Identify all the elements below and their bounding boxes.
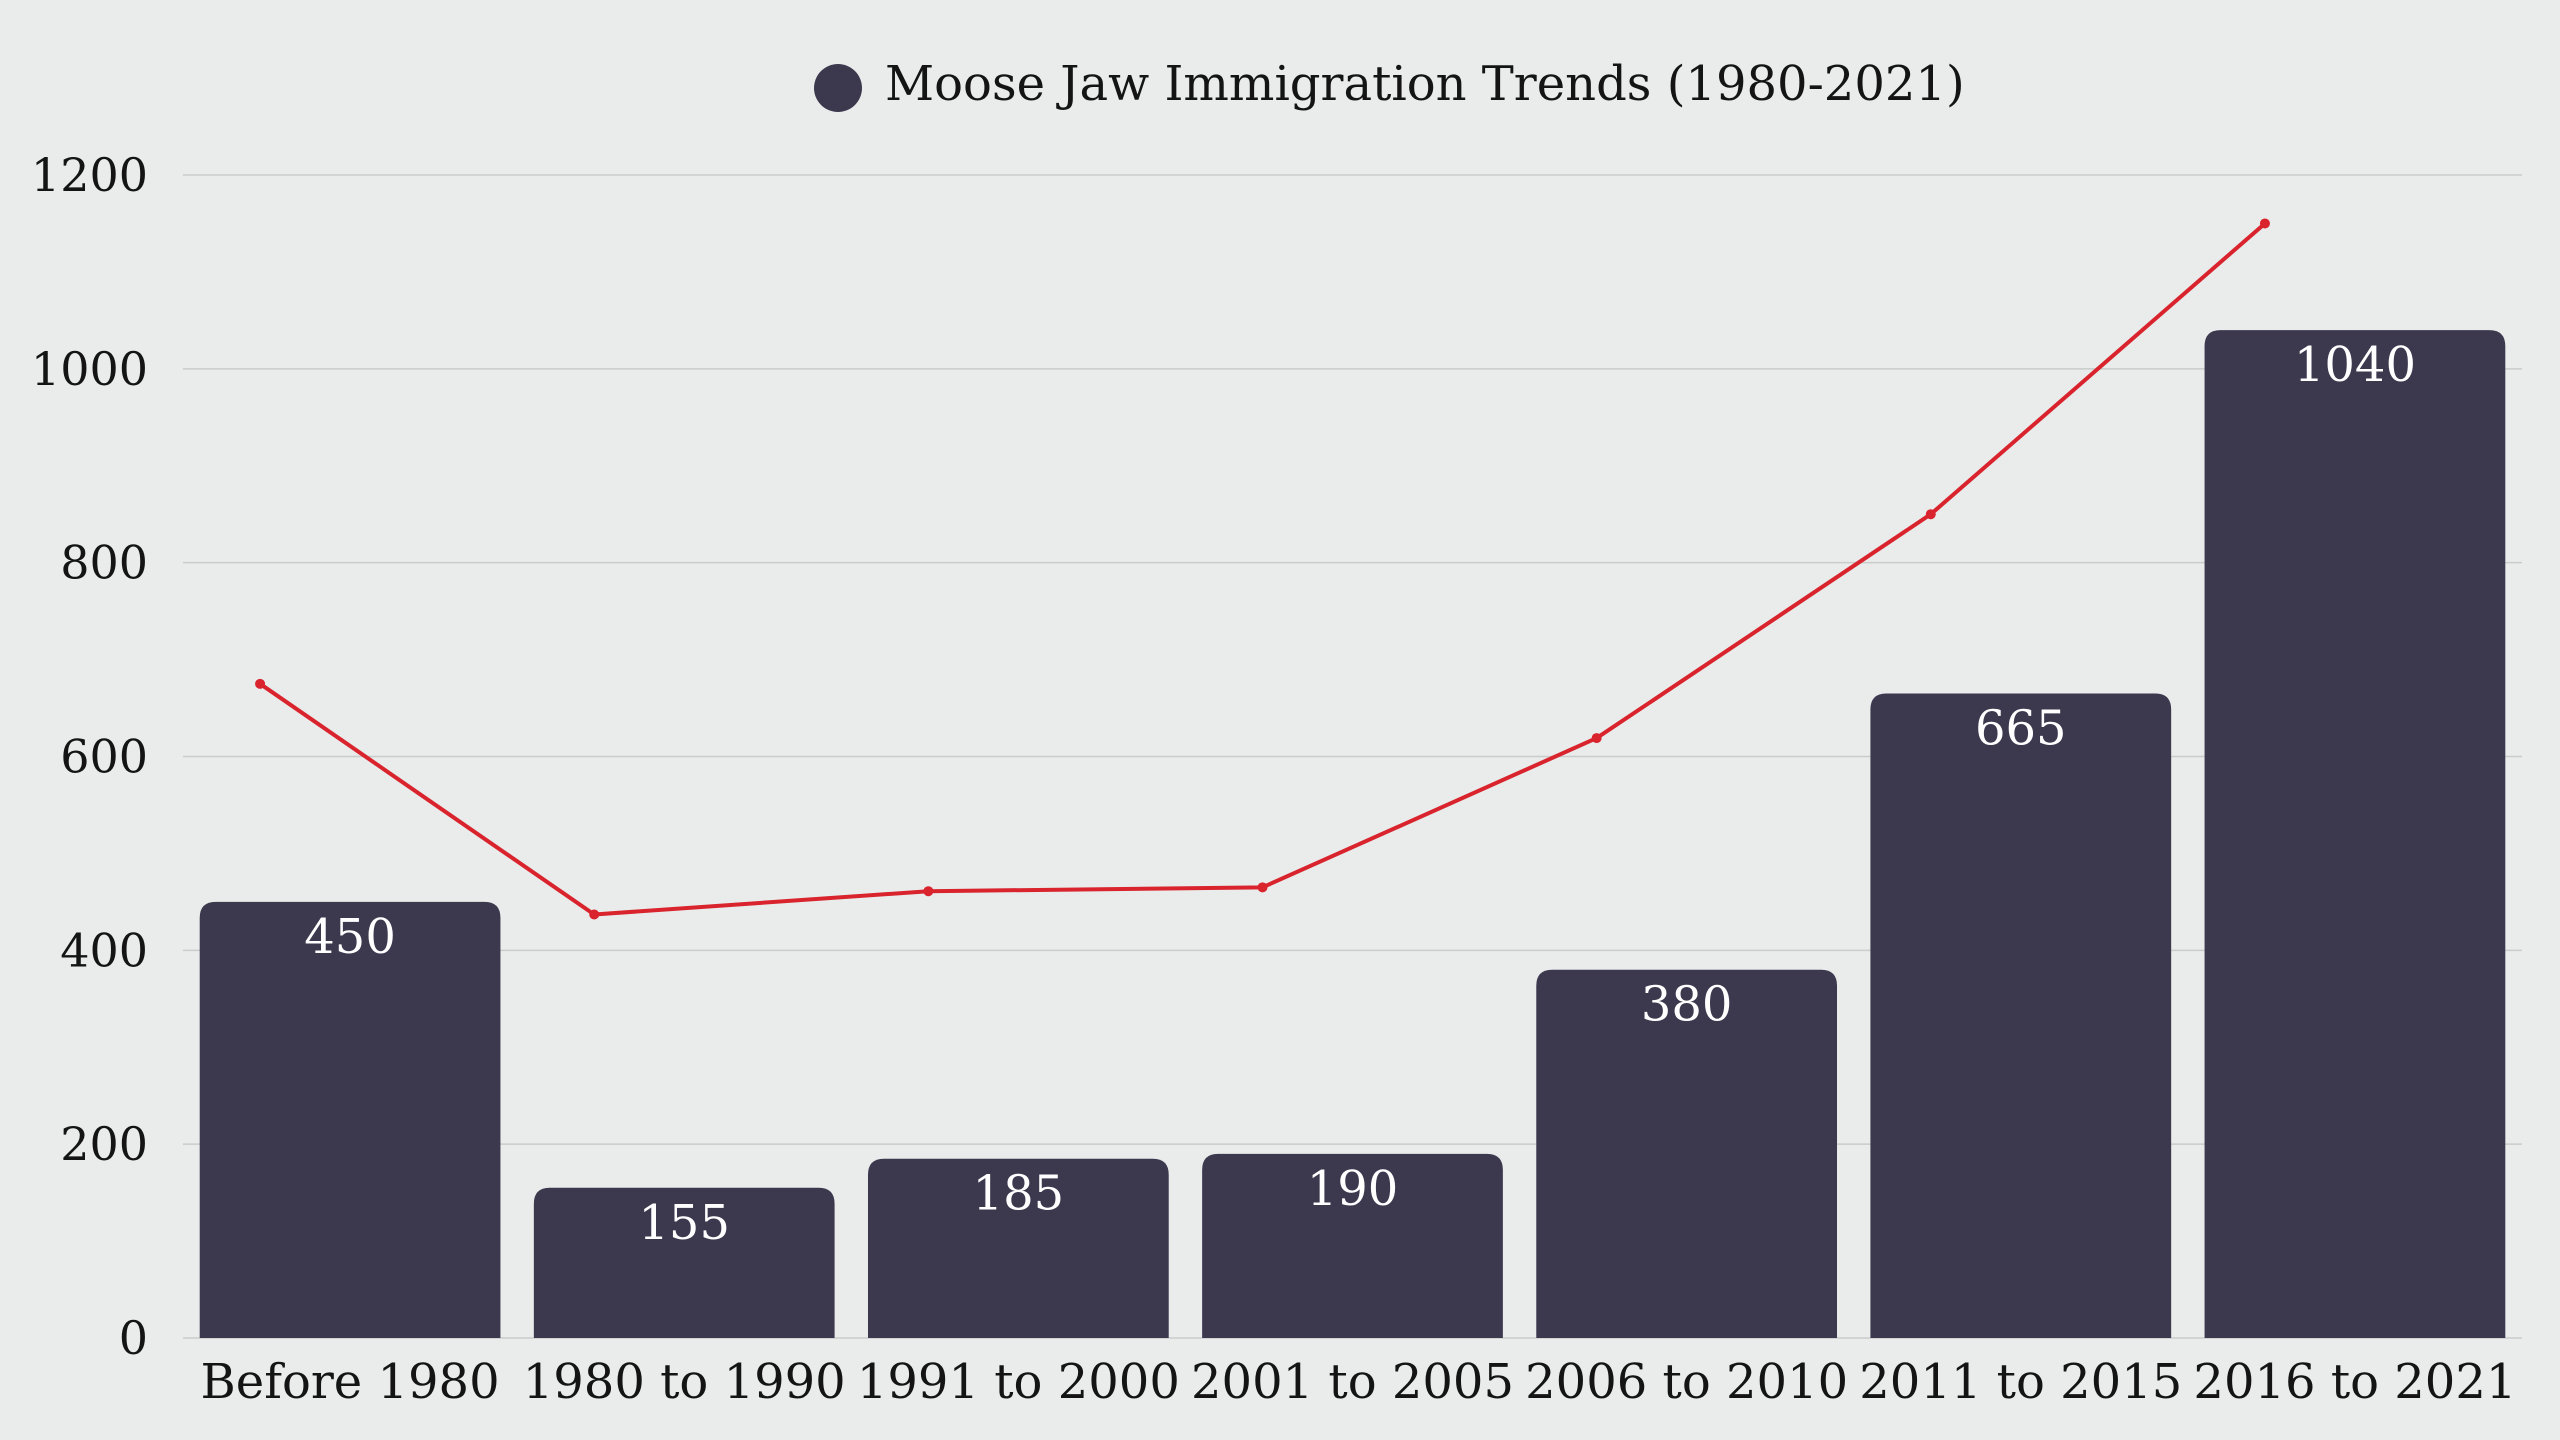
- y-tick-label: 0: [119, 1311, 148, 1365]
- y-tick-label: 1200: [31, 148, 148, 202]
- bars: [199, 330, 2506, 1339]
- x-tick-label: 2011 to 2015: [1859, 1354, 2182, 1410]
- bar-value-labels: 450 155 185 190 380 665 1040: [304, 337, 2416, 1251]
- x-tick-label: 2016 to 2021: [2193, 1354, 2516, 1410]
- y-tick-label: 600: [60, 730, 148, 784]
- bar-value-label: 1040: [2294, 337, 2416, 393]
- y-tick-label: 800: [60, 536, 148, 590]
- y-tick-label: 200: [60, 1117, 148, 1171]
- x-tick-label: 2006 to 2010: [1525, 1354, 1848, 1410]
- trend-line-series: [255, 218, 2270, 920]
- bar: [867, 1158, 1169, 1338]
- bar: [1202, 1153, 1503, 1338]
- trend-point: [1591, 733, 1602, 744]
- bar: [199, 901, 501, 1338]
- trend-point: [2259, 218, 2270, 229]
- bar-value-label: 380: [1641, 977, 1733, 1033]
- y-tick-label: 1000: [31, 342, 148, 396]
- gridlines: [183, 174, 2522, 1339]
- bar-value-label: 185: [973, 1166, 1065, 1222]
- y-axis-ticks: 0 200 400 600 800 1000 1200: [31, 148, 148, 1365]
- x-axis-ticks: Before 1980 1980 to 1990 1991 to 2000 2001 …: [201, 1354, 2517, 1410]
- bar: [1870, 693, 2172, 1338]
- legend: Moose Jaw Immigration Trends (1980-2021): [814, 56, 1965, 112]
- trend-point: [255, 678, 266, 689]
- trend-point: [589, 909, 600, 920]
- bar: [533, 1187, 835, 1338]
- trend-point: [1257, 882, 1268, 893]
- bar-value-label: 665: [1975, 701, 2067, 757]
- legend-label: Moose Jaw Immigration Trends (1980-2021): [885, 56, 1965, 112]
- trend-point: [1925, 509, 1936, 520]
- trend-point: [923, 886, 934, 897]
- bar-value-label: 190: [1307, 1161, 1399, 1217]
- x-tick-label: 1980 to 1990: [523, 1354, 846, 1410]
- x-tick-label: 2001 to 2005: [1191, 1354, 1514, 1410]
- x-tick-label: 1991 to 2000: [857, 1354, 1180, 1410]
- bar: [1536, 969, 1838, 1338]
- legend-marker: [814, 64, 862, 112]
- bar-value-label: 155: [638, 1195, 730, 1251]
- y-tick-label: 400: [60, 923, 148, 977]
- x-tick-label: Before 1980: [201, 1354, 500, 1410]
- bar-value-label: 450: [304, 909, 396, 965]
- bar: [2204, 330, 2506, 1339]
